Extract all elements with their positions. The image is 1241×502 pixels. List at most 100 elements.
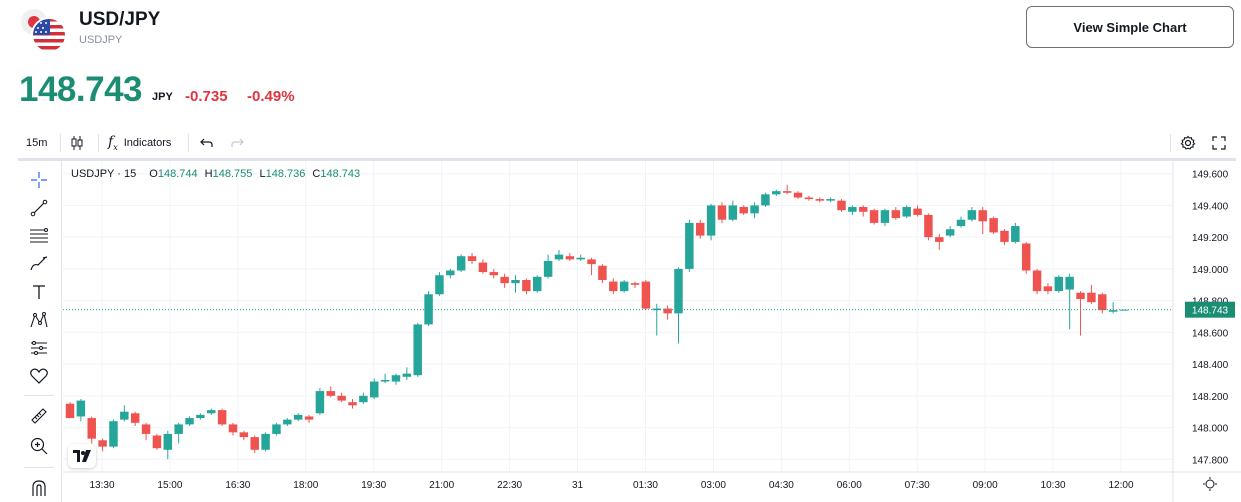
price-chart[interactable]: 149.600149.400149.200149.000148.800148.6… <box>63 161 1241 502</box>
chart-toolbar: 15m fx Indicators <box>18 128 1236 158</box>
candle-body <box>120 411 129 420</box>
x-tick-label: 15:00 <box>157 480 182 491</box>
last-price-badge <box>1185 301 1235 318</box>
legend-symbol: USDJPY · 15 <box>71 168 137 180</box>
candle-body <box>989 218 998 233</box>
legend-close-label: C <box>312 168 321 180</box>
candle-body <box>587 259 596 265</box>
candle-body <box>65 403 75 419</box>
legend-low-value: 148.736 <box>265 168 306 180</box>
candle-body <box>815 199 824 201</box>
indicators-button[interactable]: fx Indicators <box>108 128 171 158</box>
y-tick-label: 149.400 <box>1192 201 1229 212</box>
interval-button[interactable]: 15m <box>26 128 47 158</box>
candle-body <box>283 419 292 425</box>
candle-body <box>935 237 944 242</box>
candle-body <box>174 424 183 434</box>
candle-body <box>337 395 346 401</box>
candle-body <box>619 281 629 292</box>
candle-body <box>793 192 803 198</box>
y-tick-label: 148.200 <box>1192 392 1229 403</box>
candle-body <box>380 379 390 382</box>
candle-body <box>315 391 325 414</box>
candle-body <box>424 294 433 325</box>
candle-body <box>891 210 901 219</box>
ruler-icon[interactable] <box>28 405 50 427</box>
fullscreen-icon[interactable] <box>1212 128 1226 158</box>
brush-icon[interactable] <box>28 253 50 275</box>
candle-body <box>456 256 466 271</box>
candle-body <box>1032 270 1042 292</box>
legend-open-label: O <box>149 168 158 180</box>
candle-body <box>1065 276 1074 290</box>
x-tick-label: 09:00 <box>973 480 998 491</box>
candle-body <box>782 191 792 193</box>
candle-body <box>98 440 107 447</box>
candle-body <box>804 197 814 200</box>
legend-open-value: 148.744 <box>157 168 198 180</box>
candle-body <box>304 416 314 420</box>
candle-body <box>641 281 651 309</box>
candle-body <box>185 418 194 425</box>
undo-icon[interactable] <box>200 128 214 158</box>
tools-divider <box>24 467 54 468</box>
candle-body <box>652 308 662 311</box>
candle-body <box>1054 276 1064 292</box>
magnet-icon[interactable] <box>28 477 50 499</box>
favorite-icon[interactable] <box>28 365 50 387</box>
x-tick-label: 21:00 <box>429 480 454 491</box>
x-tick-label: 04:30 <box>769 480 794 491</box>
candle-body <box>163 433 173 450</box>
candle-body <box>565 256 575 260</box>
candle-body <box>239 432 249 438</box>
candle-body <box>413 324 422 376</box>
candle-body <box>109 421 118 447</box>
last-price-label: 148.743 <box>1192 306 1229 317</box>
redo-icon[interactable] <box>230 128 244 158</box>
candle-body <box>739 207 748 214</box>
y-tick-label: 148.000 <box>1192 424 1229 435</box>
candle-body <box>1000 230 1009 242</box>
candle-body <box>228 424 238 433</box>
view-simple-chart-button[interactable]: View Simple Chart <box>1026 6 1234 48</box>
text-icon[interactable] <box>28 281 50 303</box>
trendline-icon[interactable] <box>28 197 50 219</box>
forecast-icon[interactable] <box>28 337 50 359</box>
price-change-percent: -0.49% <box>247 88 295 105</box>
candle-body <box>402 373 412 377</box>
y-tick-label: 149.200 <box>1192 233 1229 244</box>
zoom-icon[interactable] <box>28 435 50 457</box>
interval-label: 15m <box>26 137 48 149</box>
candle-body <box>543 260 553 277</box>
candle-body <box>348 402 357 406</box>
fib-icon[interactable] <box>28 225 50 247</box>
pattern-icon[interactable] <box>28 309 50 331</box>
candle-body <box>685 222 694 269</box>
candle-body <box>956 219 966 227</box>
candles-icon[interactable] <box>70 128 84 158</box>
candle-body <box>1043 286 1053 292</box>
candle-body <box>261 433 270 450</box>
candle-body <box>728 205 738 220</box>
candle-body <box>967 210 977 220</box>
x-tick-label: 16:30 <box>225 480 250 491</box>
candle-body <box>446 270 455 276</box>
candle-body <box>435 275 444 295</box>
settings-icon[interactable] <box>1180 128 1196 158</box>
symbol-ticker: USDJPY <box>79 34 123 46</box>
candle-body <box>489 272 499 276</box>
candle-body <box>924 214 933 238</box>
candle-body <box>945 229 955 236</box>
candle-body <box>902 207 911 217</box>
candle-body <box>370 381 379 398</box>
crosshair-icon[interactable] <box>28 169 50 191</box>
candle-body <box>837 200 846 211</box>
legend-close-value: 148.743 <box>320 168 361 180</box>
chart-legend: USDJPY · 15 O148.744 H148.755 L148.736 C… <box>71 168 360 180</box>
toolbar-divider <box>1170 134 1171 152</box>
candle-body <box>1108 310 1118 312</box>
legend-high-value: 148.755 <box>212 168 253 180</box>
tradingview-logo-icon[interactable] <box>68 444 96 468</box>
fx-icon: fx <box>108 134 118 152</box>
candle-body <box>848 207 857 212</box>
